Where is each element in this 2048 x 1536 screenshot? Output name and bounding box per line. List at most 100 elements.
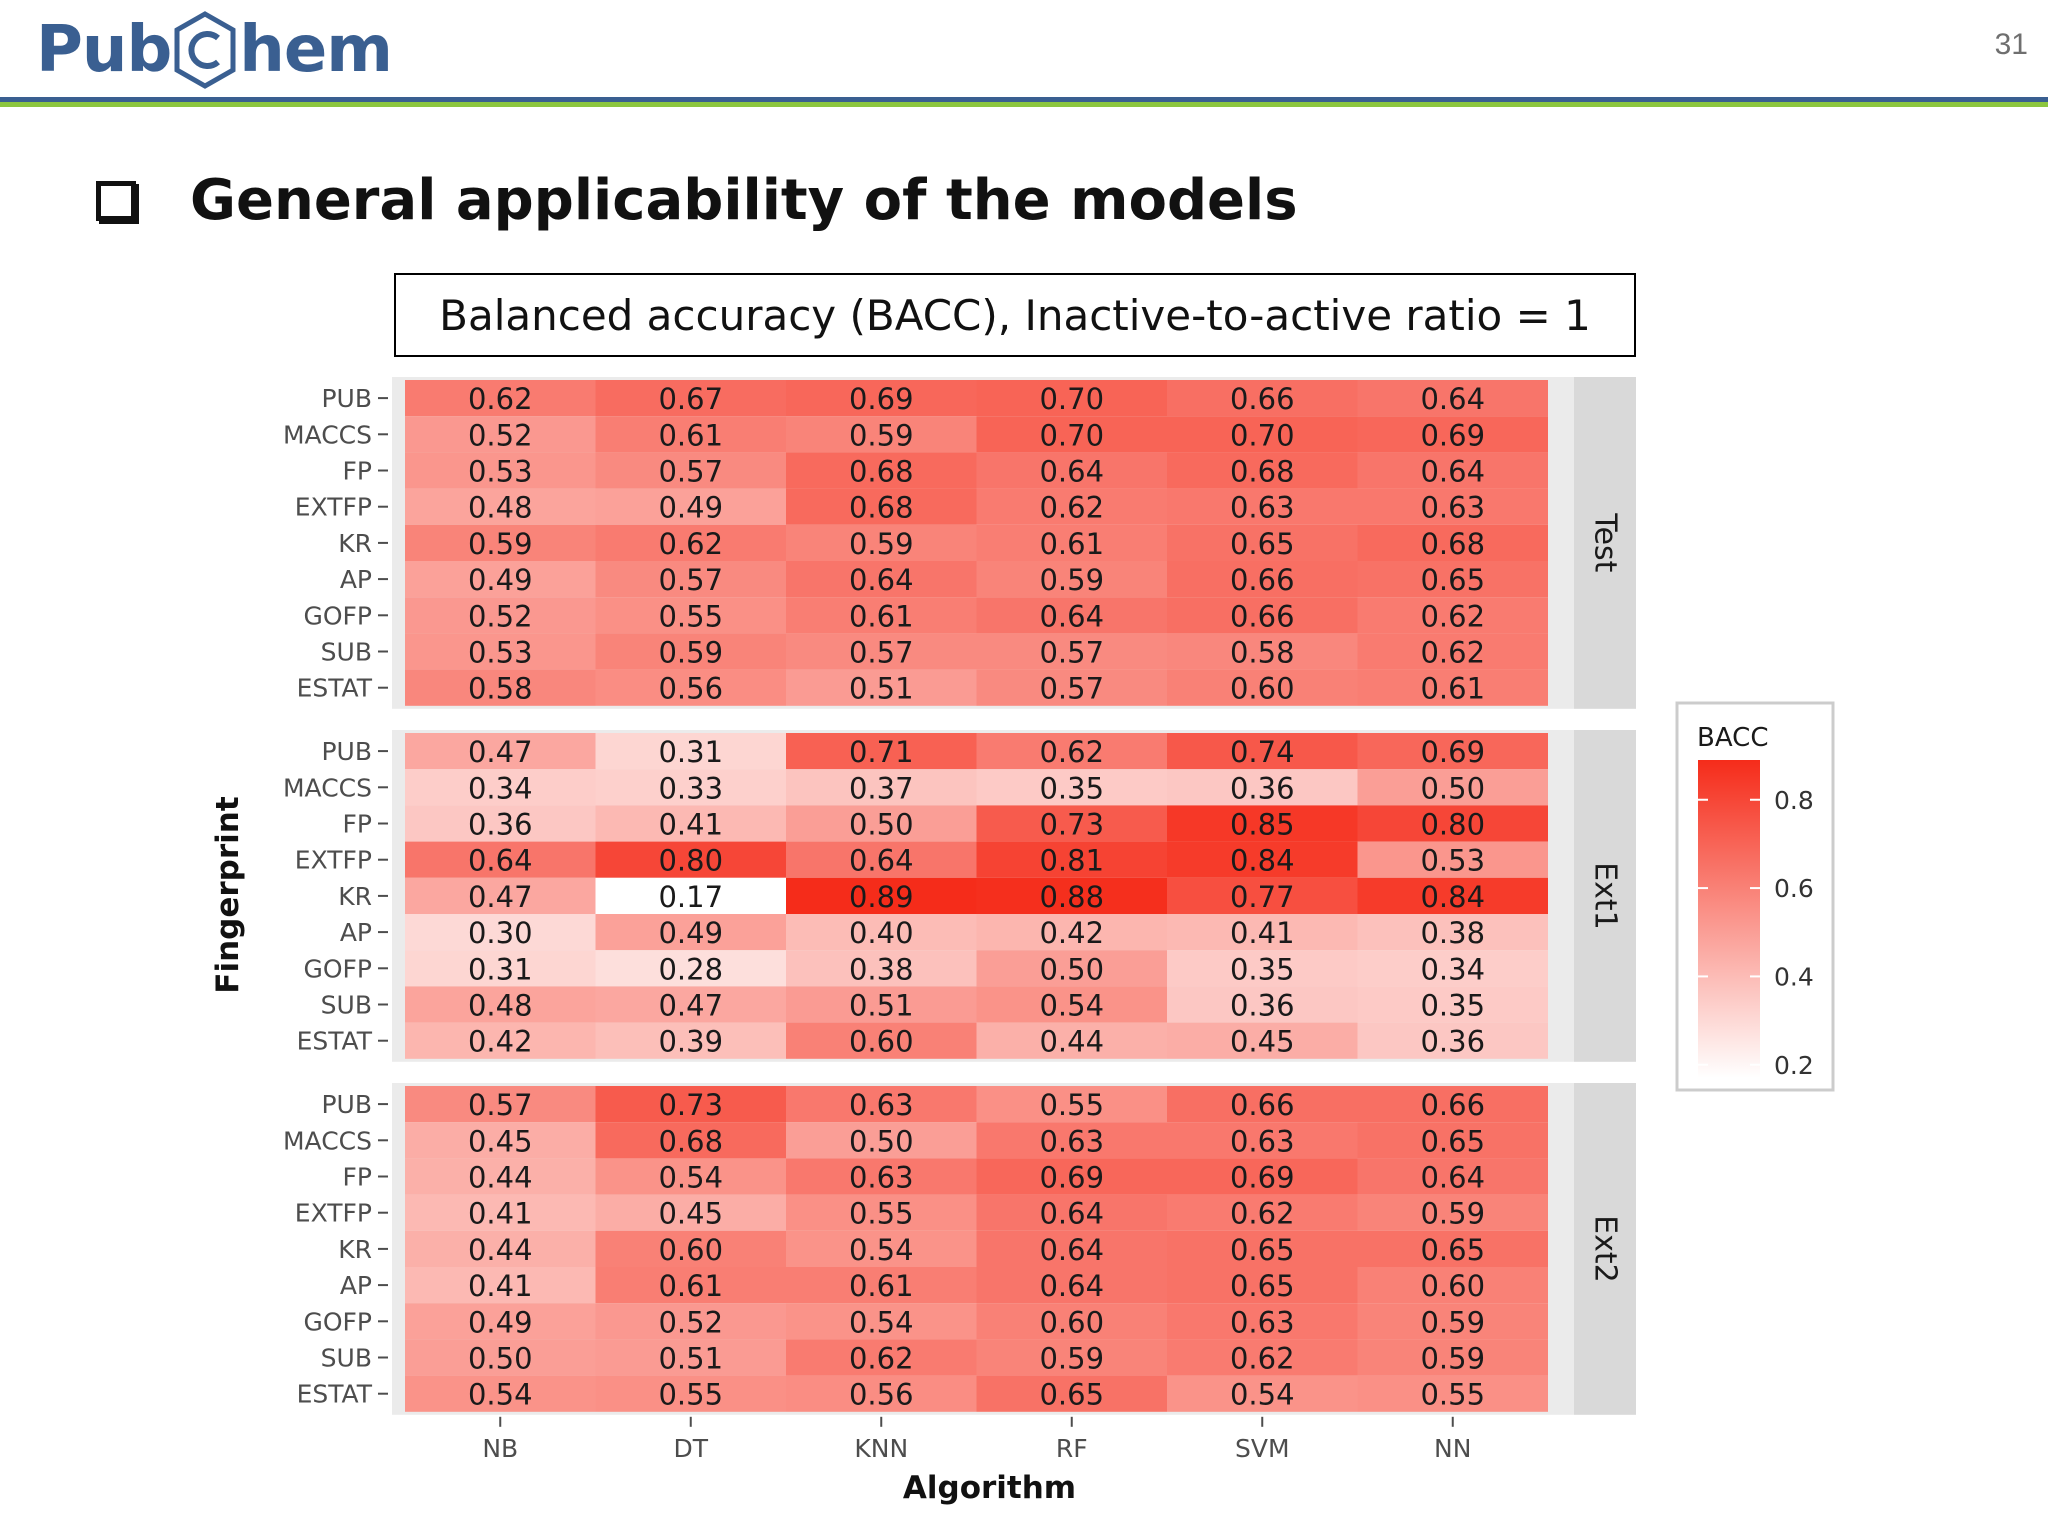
heatmap-cell	[1167, 1303, 1358, 1340]
facet-strip-ext2	[1574, 1083, 1636, 1415]
cell-value-label: 0.41	[658, 808, 723, 842]
cell-value-label: 0.56	[658, 672, 723, 706]
y-tick-label: ESTAT	[297, 674, 373, 703]
heatmap-cell	[405, 488, 596, 525]
heatmap-cell	[405, 986, 596, 1023]
heatmap-cell	[1167, 416, 1358, 453]
cell-value-label: 0.45	[1230, 1025, 1295, 1059]
heatmap-cell	[595, 1086, 786, 1123]
cell-value-label: 0.50	[1420, 771, 1485, 805]
cell-value-label: 0.62	[1039, 491, 1104, 525]
cell-value-label: 0.63	[1230, 1305, 1295, 1339]
cell-value-label: 0.53	[468, 636, 533, 670]
cell-value-label: 0.59	[1039, 563, 1104, 597]
cell-value-label: 0.84	[1420, 880, 1485, 914]
heatmap-cell	[1167, 561, 1358, 598]
heatmap-cell	[595, 1230, 786, 1267]
heatmap-cell	[976, 1086, 1167, 1123]
legend-tick-label: 0.4	[1774, 962, 1814, 991]
heatmap-cell	[595, 1022, 786, 1059]
cell-value-label: 0.62	[1230, 1197, 1295, 1231]
cell-value-label: 0.73	[1039, 808, 1104, 842]
heatmap-cell	[405, 805, 596, 842]
cell-value-label: 0.37	[849, 771, 914, 805]
cell-value-label: 0.41	[1230, 916, 1295, 950]
heatmap-cell	[1357, 733, 1548, 770]
heatmap-cell	[976, 1122, 1167, 1159]
heatmap-cell	[976, 669, 1167, 706]
heatmap-cell	[976, 914, 1167, 951]
y-tick-label: PUB	[321, 384, 372, 413]
heatmap-cell	[976, 950, 1167, 987]
heatmap-cell	[405, 561, 596, 598]
heatmap-cell	[786, 1158, 977, 1195]
cell-value-label: 0.55	[1420, 1378, 1485, 1412]
y-tick-label: ESTAT	[297, 1027, 373, 1056]
cell-value-label: 0.52	[468, 599, 533, 633]
heatmap-cell	[1167, 669, 1358, 706]
heatmap-cell	[405, 950, 596, 987]
cell-value-label: 0.48	[468, 989, 533, 1023]
caption-text: Balanced accuracy (BACC), Inactive-to-ac…	[439, 290, 1591, 340]
cell-value-label: 0.66	[1230, 563, 1295, 597]
cell-value-label: 0.53	[1420, 844, 1485, 878]
cell-value-label: 0.88	[1039, 880, 1104, 914]
heatmap-cell	[786, 669, 977, 706]
logo-text-right: hem	[239, 13, 393, 87]
heatmap-cell	[1357, 1339, 1548, 1376]
cell-value-label: 0.51	[849, 672, 914, 706]
cell-value-label: 0.36	[468, 808, 533, 842]
heatmap-cell	[976, 452, 1167, 489]
heatmap-cell	[976, 1303, 1167, 1340]
heatmap-cell	[1357, 841, 1548, 878]
cell-value-label: 0.61	[1420, 672, 1485, 706]
heatmap-cell	[405, 1339, 596, 1376]
heatmap-cell	[786, 950, 977, 987]
pubchem-logo: Pub hem	[36, 4, 393, 96]
heatmap-cell	[405, 733, 596, 770]
heatmap-cell	[595, 1267, 786, 1304]
heatmap-cell	[976, 1375, 1167, 1412]
heatmap-cell	[1357, 805, 1548, 842]
cell-value-label: 0.47	[468, 735, 533, 769]
facet-label-ext1: Ext1	[1588, 862, 1623, 930]
heatmap-cell	[976, 416, 1167, 453]
cell-value-label: 0.49	[658, 491, 723, 525]
cell-value-label: 0.62	[1039, 735, 1104, 769]
cell-value-label: 0.41	[468, 1197, 533, 1231]
cell-value-label: 0.35	[1230, 952, 1295, 986]
cell-value-label: 0.59	[1420, 1197, 1485, 1231]
cell-value-label: 0.57	[1039, 636, 1104, 670]
cell-value-label: 0.31	[658, 735, 723, 769]
heatmap-cell	[1357, 1086, 1548, 1123]
heatmap-cell	[1167, 524, 1358, 561]
heatmap-cell	[405, 597, 596, 634]
heatmap-cell	[1167, 1194, 1358, 1231]
cell-value-label: 0.44	[468, 1233, 533, 1267]
cell-value-label: 0.44	[1039, 1025, 1104, 1059]
heatmap-cell	[595, 524, 786, 561]
heatmap-cell	[786, 1194, 977, 1231]
legend-tick-label: 0.6	[1774, 874, 1814, 903]
header-rule-green	[0, 102, 2048, 107]
heatmap-cell	[786, 1086, 977, 1123]
heatmap-cell	[1357, 914, 1548, 951]
heatmap-cell	[405, 914, 596, 951]
x-tick-label: SVM	[1235, 1434, 1290, 1463]
heatmap-cell	[976, 1158, 1167, 1195]
cell-value-label: 0.53	[468, 455, 533, 489]
logo-text-left: Pub	[36, 13, 172, 87]
cell-value-label: 0.35	[1039, 771, 1104, 805]
cell-value-label: 0.64	[1420, 455, 1485, 489]
heatmap-cell	[1357, 416, 1548, 453]
x-tick-label: RF	[1056, 1434, 1088, 1463]
cell-value-label: 0.60	[1039, 1305, 1104, 1339]
cell-value-label: 0.61	[658, 418, 723, 452]
cell-value-label: 0.60	[849, 1025, 914, 1059]
heatmap-cell	[786, 1267, 977, 1304]
cell-value-label: 0.62	[658, 527, 723, 561]
heatmap-cell	[786, 805, 977, 842]
cell-value-label: 0.59	[1420, 1305, 1485, 1339]
cell-value-label: 0.54	[1230, 1378, 1295, 1412]
cell-value-label: 0.64	[849, 563, 914, 597]
